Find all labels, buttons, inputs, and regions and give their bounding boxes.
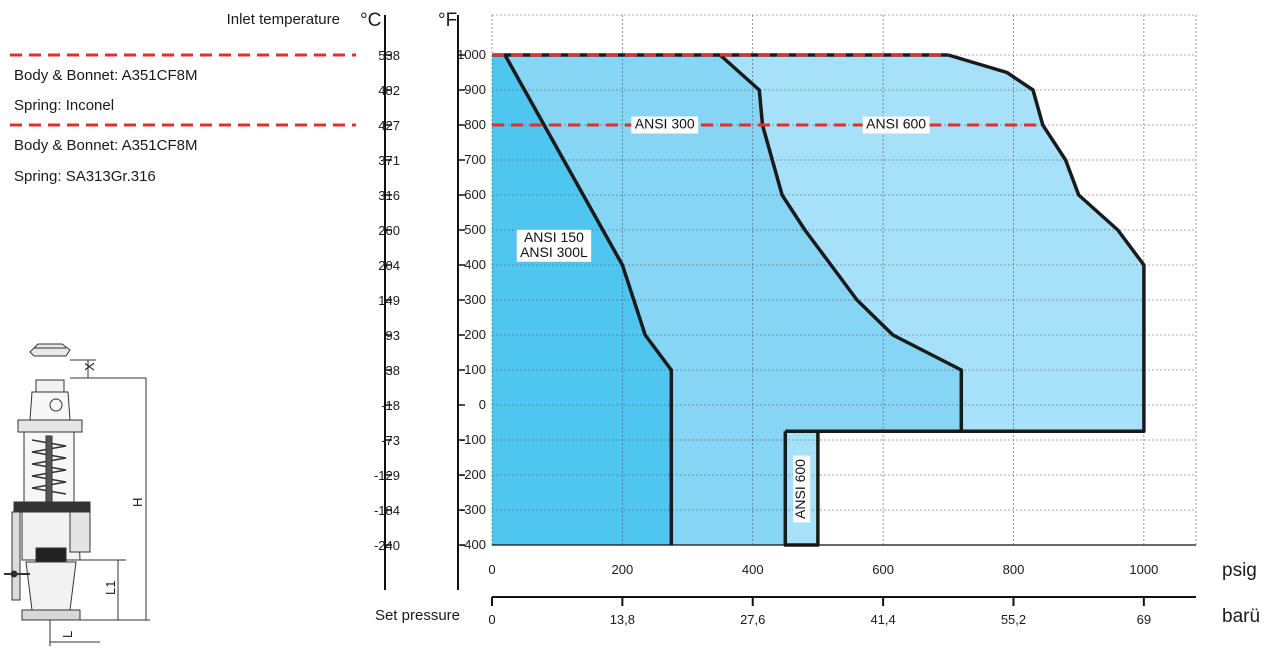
tick-psig-label-1: 200 <box>612 562 634 577</box>
tick-c-label-10: -18 <box>381 398 400 413</box>
label-ansi-150-300l-text-0: ANSI 150 <box>524 229 584 245</box>
label-ansi-150-300l-bg <box>516 229 592 262</box>
tick-c-label-11: -73 <box>381 433 400 448</box>
tick-psig-label-2: 400 <box>742 562 764 577</box>
tick-f-label-3: 700 <box>464 152 486 167</box>
tick-psig-label-3: 600 <box>872 562 894 577</box>
tick-f-label-11: -100 <box>460 432 486 447</box>
tick-bar-label-5: 69 <box>1137 612 1151 627</box>
tick-c-label-2: 427 <box>378 118 400 133</box>
tick-c-label-13: -184 <box>374 503 400 518</box>
material-note-316: Body & Bonnet: A351CF8M Spring: SA313Gr.… <box>10 123 356 185</box>
tick-f-label-7: 300 <box>464 292 486 307</box>
tick-c-label-1: 482 <box>378 83 400 98</box>
tick-psig-label-0: 0 <box>488 562 495 577</box>
label-ansi-600-text-0: ANSI 600 <box>866 116 926 132</box>
celsius-unit: °C <box>360 10 381 31</box>
axes <box>384 15 1196 598</box>
label-ansi-600-vertical-text-0: ANSI 600 <box>792 459 808 519</box>
tick-c-label-6: 204 <box>378 258 400 273</box>
label-ansi-300-bg <box>631 116 699 134</box>
tick-f-label-1: 900 <box>464 82 486 97</box>
dim-h-label: H <box>130 498 145 507</box>
tick-c-label-9: 38 <box>386 363 400 378</box>
tick-f-label-6: 400 <box>464 257 486 272</box>
boundary-ansi-600 <box>817 53 1146 434</box>
tick-c-label-14: -240 <box>374 538 400 553</box>
tick-f-label-8: 200 <box>464 327 486 342</box>
dim-x-label: X <box>82 362 97 371</box>
tick-bar-label-2: 27,6 <box>740 612 765 627</box>
set-pressure-label: Set pressure <box>375 607 460 624</box>
dim-l1-label: L1 <box>103 581 118 595</box>
boundary-ansi-300 <box>718 53 964 432</box>
psig-unit: psig <box>1222 560 1257 581</box>
note-spring-1: Spring: Inconel <box>14 97 114 114</box>
inlet-temperature-title: Inlet temperature <box>227 11 340 28</box>
label-ansi-600-vertical: ANSI 600 <box>792 455 811 523</box>
label-ansi-300-text-0: ANSI 300 <box>635 116 695 132</box>
fahrenheit-unit: °F <box>438 10 457 31</box>
gridlines <box>491 14 1197 546</box>
tick-bar-label-4: 55,2 <box>1001 612 1026 627</box>
tick-c-label-0: 538 <box>378 48 400 63</box>
tick-f-label-2: 800 <box>464 117 486 132</box>
tick-f-label-13: -300 <box>460 502 486 517</box>
tick-f-label-5: 500 <box>464 222 486 237</box>
tick-c-label-8: 93 <box>386 328 400 343</box>
tick-f-label-9: 100 <box>464 362 486 377</box>
label-ansi-150-300l-text-1: ANSI 300L <box>520 244 588 260</box>
tick-c-label-3: 371 <box>378 153 400 168</box>
tick-bar-label-3: 41,4 <box>870 612 895 627</box>
bar-unit: barü <box>1222 606 1260 627</box>
note-body-1: Body & Bonnet: A351CF8M <box>14 67 197 84</box>
tick-f-label-12: -200 <box>460 467 486 482</box>
label-ansi-600: ANSI 600 <box>862 116 930 134</box>
tick-bar-label-0: 0 <box>488 612 495 627</box>
tick-f-label-0: 1000 <box>457 47 486 62</box>
dim-l-label: L <box>60 631 75 638</box>
material-limit-lines <box>492 53 1043 127</box>
label-ansi-300: ANSI 300 <box>631 116 699 134</box>
label-ansi-600-bg <box>862 116 930 134</box>
tick-c-label-12: -129 <box>374 468 400 483</box>
tick-c-label-7: 149 <box>378 293 400 308</box>
note-spring-2: Spring: SA313Gr.316 <box>14 168 156 185</box>
tick-c-label-4: 316 <box>378 188 400 203</box>
tick-labels: 10009008007006005004003002001000-100-200… <box>374 47 1158 627</box>
note-body-2: Body & Bonnet: A351CF8M <box>14 137 197 154</box>
tick-f-label-14: -400 <box>460 537 486 552</box>
boundary-ansi-150 <box>503 54 674 545</box>
tick-psig-label-5: 1000 <box>1129 562 1158 577</box>
label-ansi-600-vertical-bg <box>793 455 811 523</box>
material-note-inconel: Body & Bonnet: A351CF8M Spring: Inconel <box>10 53 356 114</box>
tick-psig-label-4: 800 <box>1003 562 1025 577</box>
tick-f-label-10: 0 <box>479 397 486 412</box>
tick-f-label-4: 600 <box>464 187 486 202</box>
safety-valve-illustration <box>4 343 150 646</box>
tick-bar-label-1: 13,8 <box>610 612 635 627</box>
tick-c-label-5: 260 <box>378 223 400 238</box>
